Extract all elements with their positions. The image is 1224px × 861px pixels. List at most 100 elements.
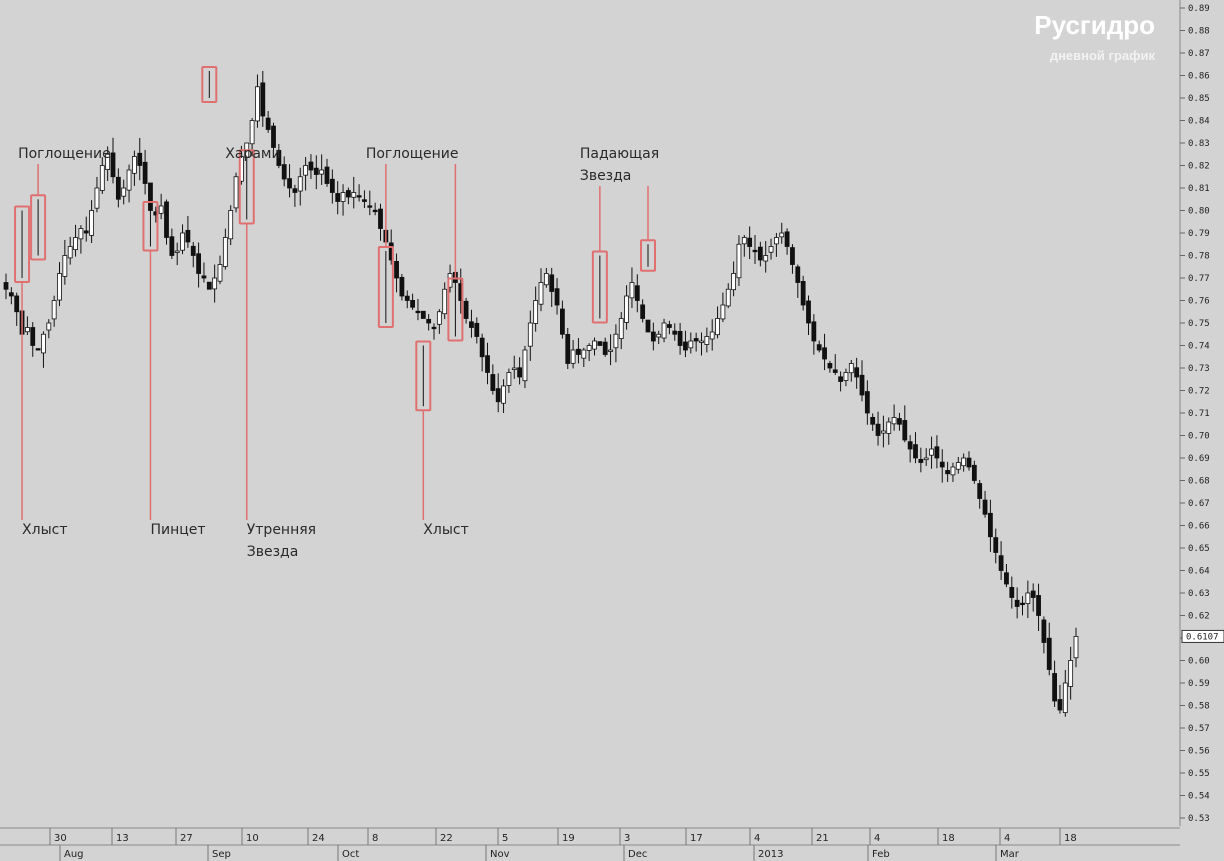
candle: [634, 274, 640, 313]
candle-body: [1009, 586, 1015, 598]
candle: [228, 205, 234, 246]
candle: [148, 182, 153, 247]
annotation-label: Пинцет: [150, 522, 205, 538]
candle-body: [827, 363, 833, 369]
candle: [410, 293, 416, 310]
candle-body: [977, 483, 983, 499]
candle-body: [848, 363, 854, 374]
candle: [613, 324, 619, 363]
candle-body: [158, 205, 164, 214]
candle-body: [993, 537, 999, 553]
candle: [709, 319, 715, 351]
candle: [795, 264, 801, 298]
chart-subtitle: дневной график: [1050, 48, 1156, 63]
candle: [206, 71, 212, 290]
candle: [131, 150, 137, 186]
candle: [747, 226, 753, 260]
candle: [324, 158, 330, 187]
candle: [137, 137, 143, 181]
candle-body: [1041, 619, 1047, 643]
candle: [185, 216, 191, 248]
candle: [907, 435, 913, 463]
candle-body: [891, 417, 897, 425]
candle-body: [650, 331, 656, 342]
candle: [506, 368, 512, 393]
candle-body: [527, 322, 533, 347]
candle: [372, 202, 378, 216]
candle-body: [570, 349, 576, 364]
candle-body: [131, 156, 137, 174]
candle-body: [89, 210, 94, 236]
candle-body: [560, 308, 565, 335]
candle-body: [73, 237, 78, 251]
candle: [73, 224, 78, 257]
price-tick-label: 0.69: [1188, 454, 1210, 464]
candle: [1068, 646, 1074, 700]
price-tick-label: 0.62: [1188, 612, 1210, 622]
candle-body: [838, 376, 843, 382]
day-tick-label: 24: [312, 833, 325, 844]
candle: [661, 318, 667, 343]
annotation-label-line: Харами: [225, 146, 280, 162]
candle-body: [233, 176, 239, 209]
candle-body: [699, 340, 704, 343]
candle-body: [148, 182, 153, 211]
date-axis: 30 13 27 10 24 8 22 5 19 3 17 4 21 4 18 4 18 Aug Sep Oct Nov…: [0, 826, 1224, 861]
candle-body: [378, 208, 383, 229]
price-tick-label: 0.75: [1188, 319, 1210, 329]
day-tick-label: 17: [690, 833, 703, 844]
candle-body: [431, 326, 437, 330]
candle-body: [78, 228, 84, 240]
candle: [222, 228, 228, 270]
candle: [741, 235, 747, 257]
candle: [83, 216, 89, 242]
candle: [806, 295, 811, 336]
candle-body: [260, 82, 266, 117]
candle-body: [816, 344, 822, 351]
candle: [543, 267, 549, 288]
candle: [51, 295, 57, 327]
candle-body: [367, 205, 373, 208]
price-tick-label: 0.88: [1188, 27, 1210, 37]
candle: [41, 331, 46, 368]
candle: [35, 199, 41, 351]
day-tick-label: 18: [1064, 833, 1077, 844]
candle: [105, 146, 111, 182]
candle: [945, 461, 950, 482]
candle: [1057, 684, 1063, 714]
candle-body: [41, 333, 46, 354]
candle-body: [704, 336, 710, 345]
candle: [1041, 616, 1047, 654]
candle-body: [688, 340, 694, 349]
candle: [811, 314, 817, 355]
candle-body: [410, 300, 416, 308]
candle-body: [372, 209, 378, 213]
candle: [608, 334, 613, 366]
candle: [345, 187, 351, 205]
candle: [993, 528, 999, 564]
pattern-annotations: Поглощение Хлыст Пинцет Харами Утренняя Звезд…: [14, 66, 659, 560]
candle-body: [137, 152, 143, 166]
candle-body: [645, 319, 651, 333]
candle: [629, 267, 635, 309]
candle: [784, 228, 790, 255]
candle: [196, 242, 202, 288]
candle: [971, 460, 977, 484]
candle-body: [709, 331, 715, 340]
candle: [774, 232, 779, 257]
candle: [677, 322, 683, 355]
candle: [67, 236, 73, 265]
candle-body: [881, 430, 886, 434]
candle: [233, 172, 239, 213]
candle-body: [950, 466, 956, 476]
candle-body: [420, 310, 426, 319]
candle: [640, 299, 646, 323]
candle: [656, 330, 662, 345]
price-tick-label: 0.72: [1188, 387, 1210, 397]
candle-body: [8, 292, 14, 297]
candle: [586, 343, 592, 361]
candle-body: [897, 418, 902, 425]
candle: [404, 290, 410, 309]
candle-body: [115, 176, 121, 200]
candle-body: [190, 245, 196, 256]
